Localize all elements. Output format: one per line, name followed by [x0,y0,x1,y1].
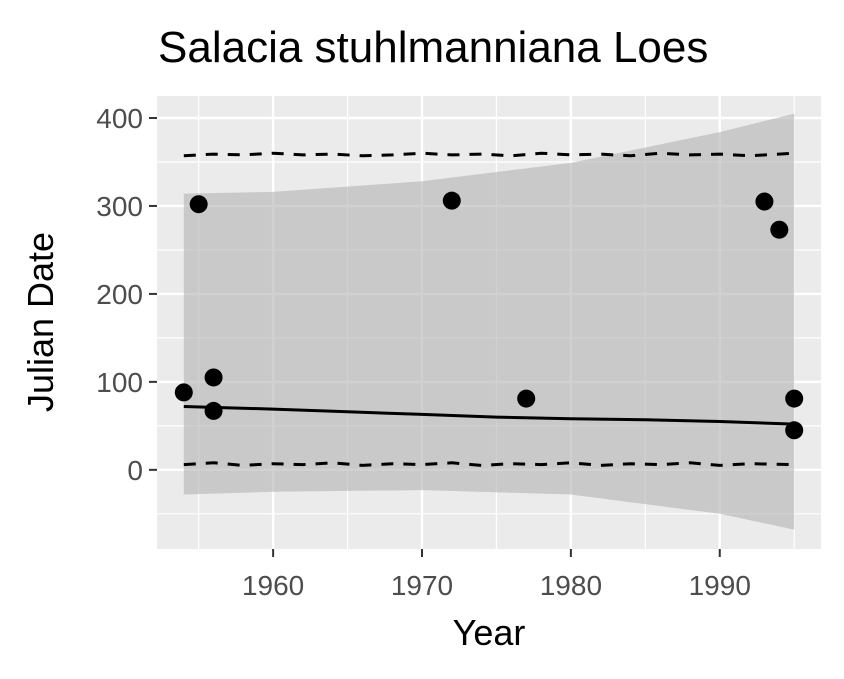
y-tick-label: 400 [96,103,143,134]
axis-layer: 1960 1970 1980 1990 0 100 200 300 400 [96,103,751,601]
data-point [174,383,193,402]
y-tick-label: 0 [127,455,143,486]
lower-dashed-line [183,461,795,467]
data-point [442,191,461,210]
confidence-band-layer [183,113,795,530]
y-axis-title: Julian Date [20,232,61,412]
fit-line [183,405,795,426]
confidence-band [183,113,795,530]
data-point [204,401,223,420]
data-point [189,195,208,214]
chart-title: Salacia stuhlmanniana Loes [158,23,708,72]
x-tick-label: 1980 [540,570,602,601]
x-tick-label: 1970 [391,570,453,601]
x-tick-label: 1990 [689,570,751,601]
data-point [204,368,223,387]
x-axis-title: Year [453,612,526,653]
data-point [517,389,536,408]
point-layer [174,191,804,440]
y-tick-label: 300 [96,191,143,222]
upper-dashed-line [183,151,795,158]
y-tick-label: 100 [96,367,143,398]
data-point [785,389,804,408]
y-tick-label: 200 [96,279,143,310]
data-point [785,421,804,440]
line-layer [183,151,795,467]
x-tick-label: 1960 [242,570,304,601]
data-point [755,192,774,211]
data-point [770,220,789,239]
